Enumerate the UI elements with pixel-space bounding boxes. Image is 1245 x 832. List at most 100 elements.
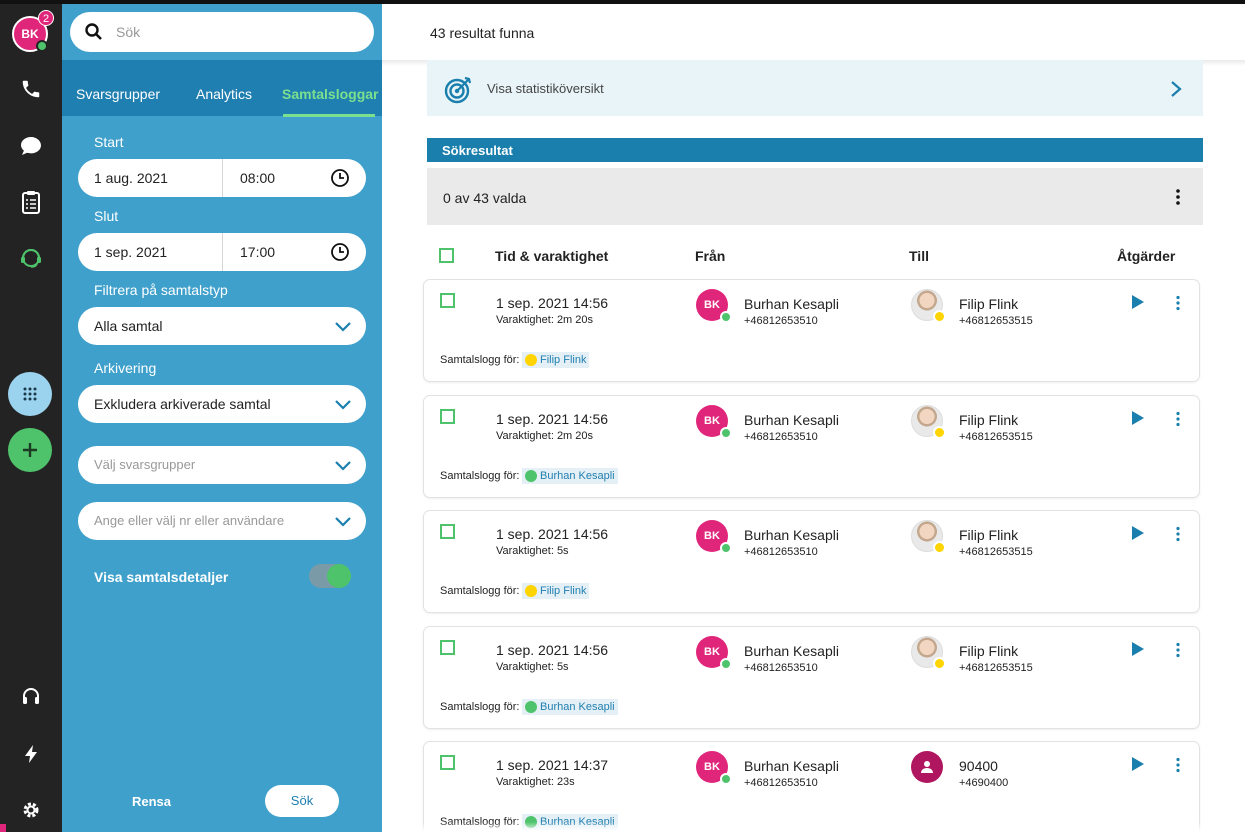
add-button[interactable]	[8, 428, 52, 472]
call-card[interactable]: 1 sep. 2021 14:37 Varaktighet: 23s BK Bu…	[424, 742, 1199, 832]
clock-icon[interactable]	[330, 242, 350, 262]
call-duration: Varaktighet: 2m 20s	[496, 430, 594, 442]
selection-count: 0 av 43 valda	[443, 190, 527, 206]
start-time-input[interactable]: 08:00	[240, 170, 276, 186]
plus-icon	[23, 443, 37, 457]
tab-svarsgrupper[interactable]: Svarsgrupper	[76, 86, 161, 102]
play-icon[interactable]	[1131, 756, 1145, 772]
callee-name: 90400	[959, 758, 998, 774]
lightning-icon[interactable]	[16, 739, 46, 769]
stats-overview-label: Visa statistiköversikt	[487, 81, 604, 96]
row-more-icon[interactable]	[1175, 295, 1181, 311]
tab-samtalsloggar[interactable]: Samtalsloggar	[282, 86, 379, 102]
caller-presence	[720, 542, 732, 554]
play-icon[interactable]	[1131, 294, 1145, 310]
callee-number: +46812653515	[959, 546, 1033, 558]
selection-bar: 0 av 43 valda	[427, 168, 1203, 225]
support-headset-icon[interactable]	[16, 243, 46, 273]
search-button[interactable]: Sök	[265, 785, 339, 817]
clock-icon[interactable]	[330, 168, 350, 188]
column-time: Tid & varaktighet	[495, 248, 609, 264]
tab-analytics[interactable]: Analytics	[196, 86, 253, 102]
play-icon[interactable]	[1131, 525, 1145, 541]
chevron-down-icon	[335, 400, 351, 410]
clipboard-icon[interactable]	[16, 187, 46, 217]
app-rail: BK 2	[0, 4, 62, 832]
chat-icon[interactable]	[16, 131, 46, 161]
caller-presence	[720, 773, 732, 785]
log-owner-dot	[525, 470, 537, 482]
chevron-down-icon	[335, 517, 351, 527]
archive-label: Arkivering	[94, 360, 157, 376]
number-placeholder: Ange eller välj nr eller användare	[94, 513, 285, 528]
bottom-fade	[382, 822, 1245, 832]
select-all-checkbox[interactable]	[439, 248, 454, 263]
start-date-input[interactable]: 1 aug. 2021	[94, 170, 168, 186]
details-toggle[interactable]	[309, 564, 351, 588]
log-owner-chip[interactable]: Filip Flink	[522, 352, 590, 368]
row-checkbox[interactable]	[440, 293, 455, 308]
groups-select[interactable]: Välj svarsgrupper	[78, 446, 366, 484]
caller-avatar: BK	[696, 289, 732, 323]
calltype-select[interactable]: Alla samtal	[78, 307, 366, 345]
row-checkbox[interactable]	[440, 640, 455, 655]
caller-initials: BK	[704, 299, 720, 311]
start-label: Start	[94, 134, 124, 150]
log-owner-label: Samtalslogg för:	[440, 470, 520, 482]
settings-gear-icon[interactable]	[16, 795, 46, 825]
call-card[interactable]: 1 sep. 2021 14:56 Varaktighet: 2m 20s BK…	[424, 280, 1199, 381]
row-more-icon[interactable]	[1175, 526, 1181, 542]
clear-button[interactable]: Rensa	[132, 794, 172, 809]
callee-avatar	[911, 751, 943, 783]
stats-overview-link[interactable]: Visa statistiköversikt	[427, 60, 1203, 116]
log-owner-dot	[525, 701, 537, 713]
number-select[interactable]: Ange eller välj nr eller användare	[78, 502, 366, 540]
groups-placeholder: Välj svarsgrupper	[94, 457, 196, 472]
caller-number: +46812653510	[744, 546, 818, 558]
log-owner-chip[interactable]: Burhan Kesapli	[522, 468, 618, 484]
search-input[interactable]	[116, 22, 356, 42]
calltype-label: Filtrera på samtalstyp	[94, 282, 228, 298]
row-checkbox[interactable]	[440, 409, 455, 424]
caller-initials: BK	[704, 415, 720, 427]
callee-avatar	[911, 636, 946, 670]
log-owner-chip[interactable]: Filip Flink	[522, 583, 590, 599]
callee-number: +4690400	[959, 777, 1009, 789]
callee-name: Filip Flink	[959, 643, 1019, 659]
target-icon	[444, 76, 472, 104]
caller-number: +46812653510	[744, 777, 818, 789]
callee-number: +46812653515	[959, 431, 1033, 443]
play-icon[interactable]	[1131, 410, 1145, 426]
headphones-icon[interactable]	[16, 681, 46, 711]
notification-badge: 2	[38, 10, 54, 26]
phone-icon[interactable]	[16, 74, 46, 104]
callee-number: +46812653515	[959, 662, 1033, 674]
dialpad-button[interactable]	[8, 372, 52, 416]
caller-presence	[720, 427, 732, 439]
call-time: 1 sep. 2021 14:56	[496, 642, 609, 658]
row-more-icon[interactable]	[1175, 411, 1181, 427]
call-card[interactable]: 1 sep. 2021 14:56 Varaktighet: 5s BK Bur…	[424, 627, 1199, 728]
row-more-icon[interactable]	[1175, 642, 1181, 658]
log-owner-chip[interactable]: Burhan Kesapli	[522, 699, 618, 715]
archive-select[interactable]: Exkludera arkiverade samtal	[78, 385, 366, 423]
callee-presence	[933, 657, 946, 670]
end-date-input[interactable]: 1 sep. 2021	[94, 244, 168, 260]
row-checkbox[interactable]	[440, 755, 455, 770]
chevron-right-icon	[1171, 81, 1182, 97]
log-owner-dot	[525, 585, 537, 597]
column-from: Från	[695, 248, 726, 264]
more-options-icon[interactable]	[1175, 188, 1181, 206]
call-card[interactable]: 1 sep. 2021 14:56 Varaktighet: 5s BK Bur…	[424, 511, 1199, 612]
play-icon[interactable]	[1131, 641, 1145, 657]
caller-name: Burhan Kesapli	[744, 412, 839, 428]
call-duration: Varaktighet: 5s	[496, 661, 569, 673]
column-to: Till	[909, 248, 929, 264]
row-checkbox[interactable]	[440, 524, 455, 539]
call-card[interactable]: 1 sep. 2021 14:56 Varaktighet: 2m 20s BK…	[424, 396, 1199, 497]
end-time-input[interactable]: 17:00	[240, 244, 276, 260]
caller-initials: BK	[704, 761, 720, 773]
search-box	[70, 12, 374, 52]
row-more-icon[interactable]	[1175, 757, 1181, 773]
log-owner-label: Samtalslogg för:	[440, 354, 520, 366]
